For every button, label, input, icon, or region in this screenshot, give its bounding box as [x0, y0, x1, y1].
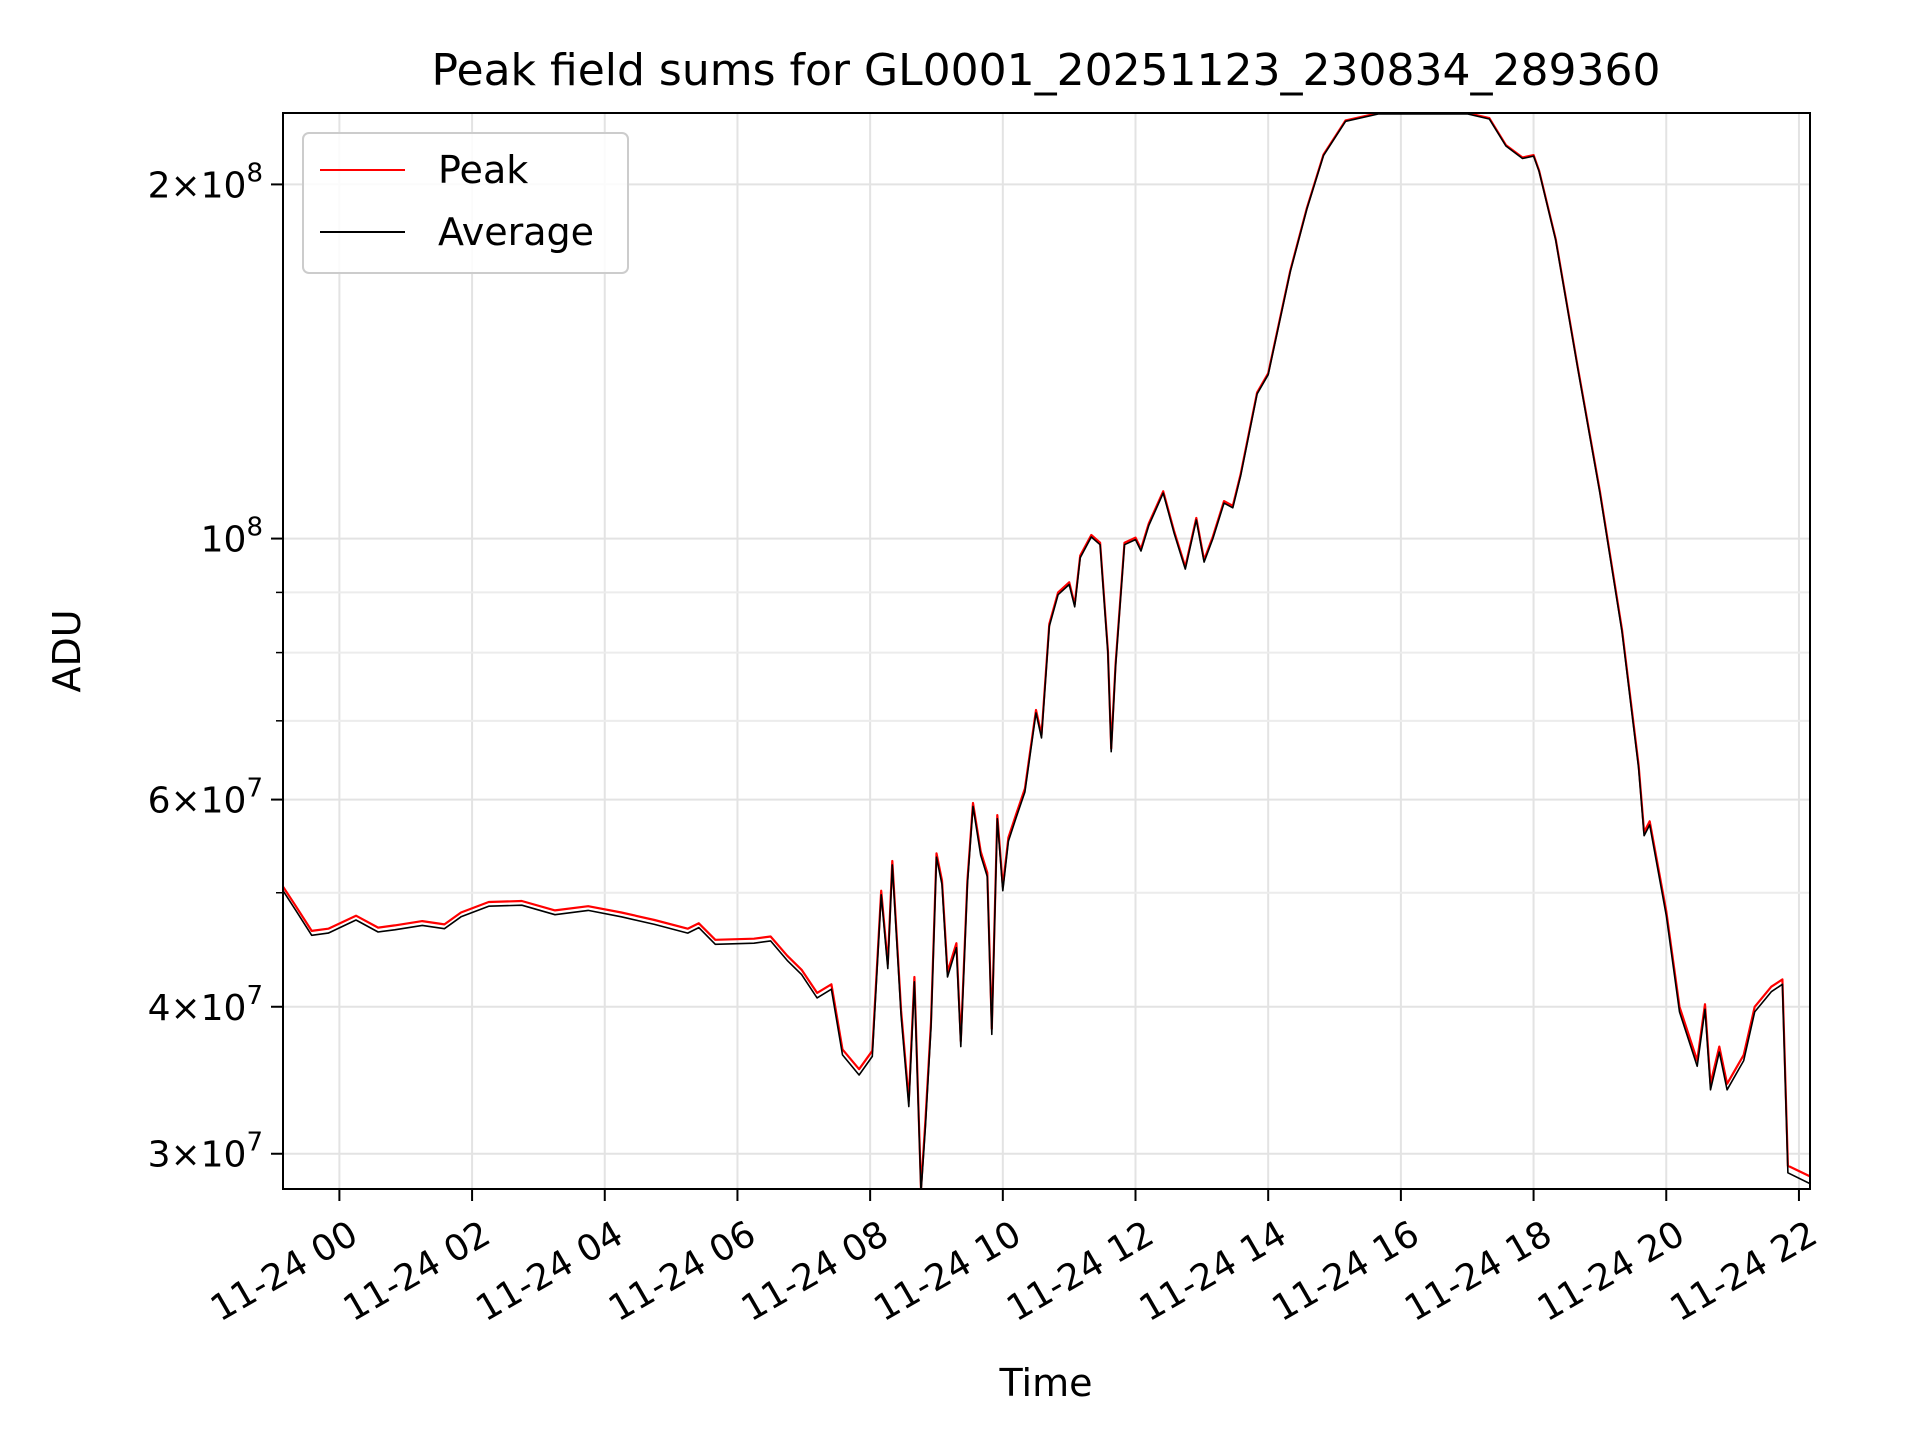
legend-box: [302, 132, 629, 274]
y-axis-ticks: 3×107 4×107 6×107 108 2×108: [148, 158, 283, 1176]
legend-label-average: Average: [438, 210, 594, 254]
grid-lines: [283, 113, 1810, 1189]
legend-label-peak: Peak: [438, 148, 528, 192]
y-tick-label: 3×107: [148, 1128, 263, 1176]
y-axis-label: ADU: [45, 609, 89, 692]
plot-series: [283, 113, 1810, 1189]
x-axis-label: Time: [999, 1361, 1093, 1405]
y-tick-label: 108: [201, 513, 263, 561]
plot-area-frame: [282, 112, 1811, 1190]
series-line-average: [283, 113, 1810, 1189]
legend: Peak Average: [302, 132, 629, 274]
y-tick-label: 6×107: [148, 774, 263, 822]
chart-title: Peak field sums for GL0001_20251123_2308…: [432, 45, 1661, 96]
y-tick-label: 2×108: [148, 158, 263, 206]
y-tick-label: 4×107: [148, 981, 263, 1029]
